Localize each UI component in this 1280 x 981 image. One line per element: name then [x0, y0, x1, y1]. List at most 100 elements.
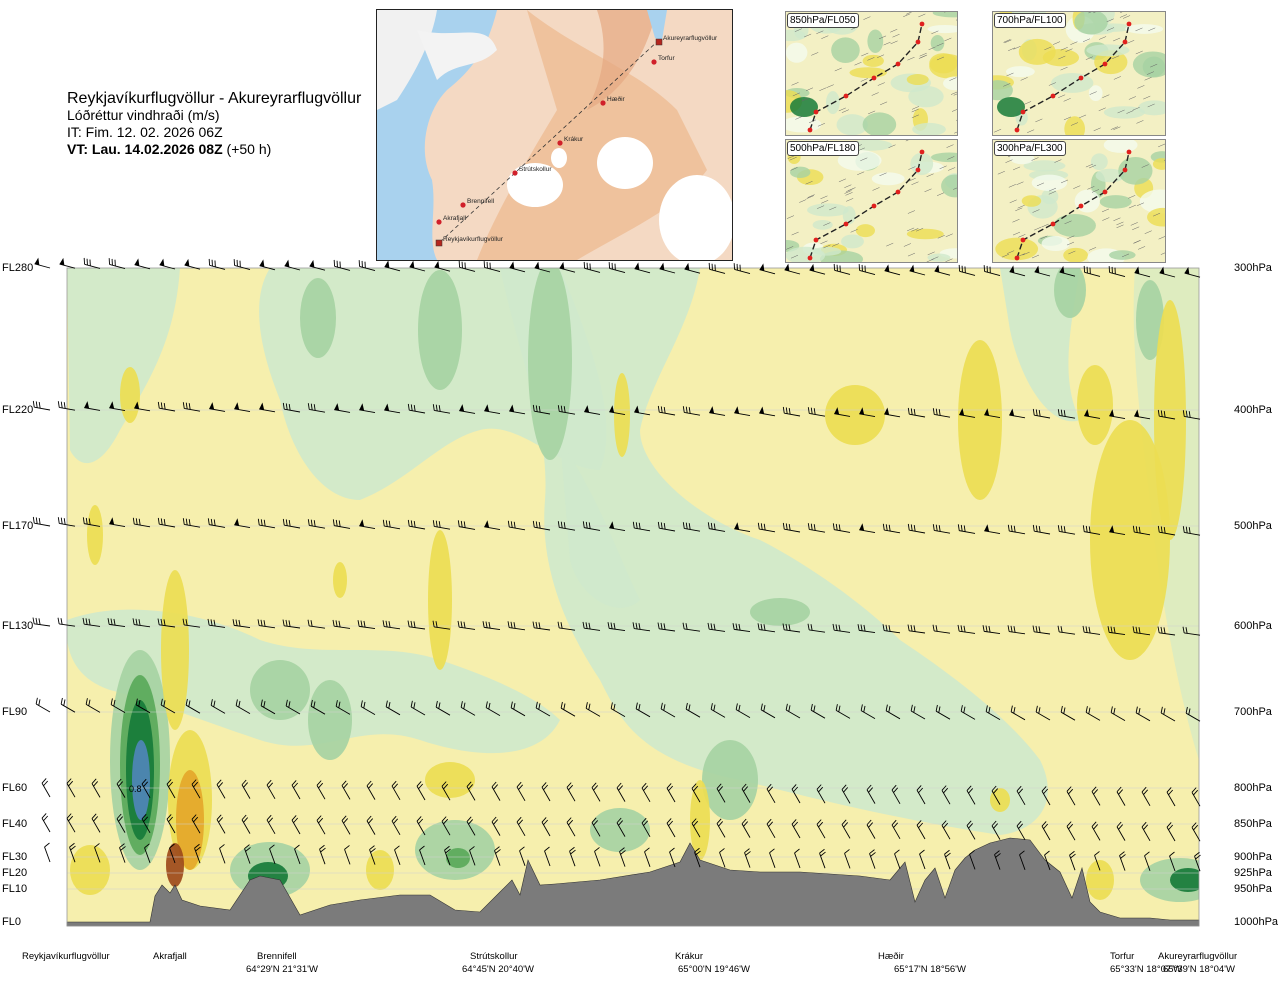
wind-barb-icon [234, 518, 251, 529]
hpa-tick-label: 900hPa [1234, 851, 1272, 863]
wind-barb-icon [710, 703, 726, 718]
wind-barb-icon [166, 814, 176, 834]
waypoint-dot-icon [843, 221, 849, 227]
wind-barb-icon [319, 844, 326, 865]
wind-barb-icon [41, 813, 51, 833]
wind-barb-icon [432, 520, 451, 530]
wind-barb-icon [134, 258, 151, 270]
wind-barb-icon [1116, 821, 1126, 841]
wind-barb-icon [607, 622, 626, 632]
wind-barb-icon [983, 265, 1001, 277]
wind-barb-icon [583, 261, 601, 273]
wind-barb-icon [932, 524, 951, 534]
wind-barb-icon [907, 624, 926, 634]
wind-barb-icon [785, 703, 801, 719]
wind-barb-icon [1083, 265, 1101, 277]
wind-barb-icon [216, 814, 226, 834]
wind-barb-icon [182, 618, 201, 628]
wind-barb-icon [144, 843, 151, 863]
wind-barb-icon [769, 848, 776, 868]
wind-barb-icon [232, 619, 251, 629]
airport-marker-icon [655, 38, 663, 46]
velocity-contour [560, 440, 640, 608]
wind-barb-icon [307, 403, 326, 413]
wind-barb-icon [419, 845, 426, 866]
wind-barb-icon [257, 619, 276, 629]
wind-barb-icon [1009, 408, 1026, 419]
wind-barb-icon [32, 617, 51, 627]
wind-barb-icon [991, 820, 1001, 840]
wind-barb-icon [869, 849, 876, 869]
wind-barb-icon [694, 847, 701, 868]
velocity-contour [161, 570, 189, 730]
wind-barb-icon [610, 702, 626, 717]
map-point-label: Brennifell [467, 198, 495, 205]
title-block: Reykjavíkurflugvöllur - Akureyrarflugvöl… [67, 90, 361, 158]
waypoint-dot-icon [919, 21, 925, 27]
wind-barb-icon [1134, 409, 1151, 420]
wind-barb-icon [91, 813, 101, 833]
wind-barb-icon [1182, 626, 1201, 636]
wind-barb-icon [360, 700, 376, 715]
wind-barb-icon [766, 783, 776, 804]
wind-barb-icon [532, 621, 551, 631]
velocity-contour [590, 808, 650, 852]
velocity-contour [67, 609, 560, 754]
wind-barb-icon [316, 780, 326, 800]
hpa-tick-label: 1000hPa [1234, 916, 1279, 928]
wind-barb-icon [591, 817, 601, 837]
fl-tick-label: FL130 [2, 620, 34, 632]
velocity-contour [425, 762, 475, 798]
wind-barb-icon [1132, 525, 1151, 536]
wind-barb-icon [384, 260, 401, 272]
waypoint-dot-icon [807, 255, 813, 261]
wind-barb-icon [1082, 525, 1101, 535]
wind-barb-icon [634, 405, 651, 416]
wind-barb-icon [182, 518, 201, 528]
wind-barb-icon [1044, 850, 1051, 871]
airport-marker-icon [435, 239, 443, 247]
wind-barb-icon [819, 848, 826, 869]
wind-barb-icon [207, 618, 226, 628]
wind-barb-icon [959, 408, 976, 418]
wind-barb-icon [432, 404, 451, 414]
velocity-contour [132, 740, 150, 820]
velocity-contour [333, 562, 347, 598]
wind-barb-icon [269, 844, 276, 864]
wind-barb-icon [641, 782, 651, 803]
wind-barb-icon [116, 813, 126, 833]
wind-barb-icon [985, 705, 1001, 720]
wind-barb-icon [332, 619, 351, 629]
wind-barb-icon [1066, 821, 1076, 841]
wind-barb-icon [85, 698, 101, 713]
wind-barb-icon [216, 779, 226, 799]
wind-barb-icon [59, 257, 76, 269]
wind-barb-icon [644, 847, 651, 867]
wind-barb-icon [1094, 851, 1101, 871]
waypoint-dot-icon [895, 189, 901, 195]
wind-barb-icon [1009, 265, 1026, 277]
wind-barb-icon [716, 783, 726, 803]
wind-barb-icon [859, 407, 876, 418]
wind-barb-icon [469, 846, 476, 866]
valid-time-offset: (+50 h) [222, 141, 272, 157]
wind-barb-icon [844, 849, 851, 869]
wind-barb-icon [791, 784, 801, 804]
wind-barb-icon [382, 519, 401, 530]
velocity-contour [446, 848, 470, 868]
variable-label: Lóðréttur vindhraði (m/s) [67, 107, 220, 123]
waypoint-label: Brennifell [257, 951, 297, 962]
hpa-tick-label: 700hPa [1234, 706, 1272, 718]
level-map-850: 850hPa/FL050 [785, 11, 958, 136]
wind-barb-icon [444, 845, 451, 866]
waypoint-dot-icon [871, 203, 877, 209]
wind-barb-icon [157, 618, 176, 628]
plot-frame [66, 267, 1200, 927]
wind-barb-icon [741, 818, 751, 838]
wind-barb-icon [108, 258, 126, 270]
wind-barb-icon [1016, 820, 1026, 841]
waypoint-dot-icon [843, 93, 849, 99]
wind-barb-icon [32, 400, 51, 411]
wind-barb-icon [941, 785, 951, 805]
hpa-tick-label: 850hPa [1234, 818, 1272, 830]
